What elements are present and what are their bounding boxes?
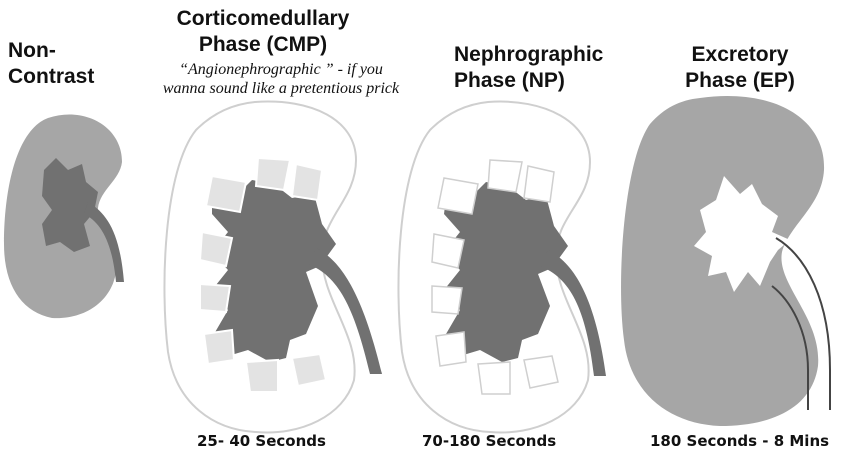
cmp-pyramid [290, 162, 324, 202]
title-line: Phase (EP) [685, 69, 795, 92]
angionephrographic-quip: “Angionephrographic ” - if you wanna sou… [126, 60, 436, 98]
np-pyramid [487, 159, 523, 193]
np-pyramid [523, 355, 559, 389]
ep-ureter-outline-right [775, 237, 831, 410]
title-line: Phase (CMP) [198, 33, 328, 56]
ep-ureter-outline-left [771, 285, 809, 410]
title-line: Non- [8, 39, 56, 62]
non-contrast-ureter [84, 202, 124, 282]
np-pyramid [431, 233, 465, 269]
np-pyramid [431, 285, 463, 315]
kidney-nephrographic [397, 100, 606, 434]
ep-renal-pelvis [694, 176, 790, 292]
title-line: Corticomedullary [176, 7, 350, 30]
cmp-renal-sinus [212, 180, 336, 362]
np-pyramid [477, 361, 511, 395]
kidney-corticomedullary [163, 100, 382, 434]
np-medullary-pyramids [431, 159, 559, 395]
cmp-pyramid [204, 174, 248, 214]
title-line: Excretory [691, 43, 789, 66]
cmp-ureter [308, 248, 382, 374]
time-corticomedullary: 25- 40 Seconds [197, 432, 326, 450]
phase-title-corticomedullary: Corticomedullary Phase (CMP) [148, 6, 378, 58]
phase-title-non-contrast: Non- Contrast [8, 38, 94, 90]
title-line: Phase (NP) [454, 69, 565, 92]
phase-title-excretory: Excretory Phase (EP) [660, 42, 820, 94]
cmp-pyramid [198, 230, 234, 268]
cmp-pyramid [254, 156, 292, 192]
quip-line: “Angionephrographic ” - if you [179, 61, 383, 78]
time-excretory: 180 Seconds - 8 Mins [650, 432, 830, 450]
cmp-pyramid [199, 282, 232, 314]
np-ureter [540, 250, 606, 376]
cmp-pyramid [244, 358, 279, 393]
quip-line: wanna sound like a pretentious prick [162, 80, 400, 97]
cmp-medullary-pyramids [198, 156, 328, 393]
cmp-kidney-outline [163, 100, 358, 434]
non-contrast-renal-sinus [42, 158, 98, 252]
kidney-non-contrast [4, 114, 124, 319]
cmp-pyramid [202, 328, 236, 366]
np-kidney-outline [397, 100, 592, 434]
cmp-pyramid [290, 352, 328, 388]
phase-title-nephrographic: Nephrographic Phase (NP) [454, 42, 603, 94]
time-nephrographic: 70-180 Seconds [422, 432, 557, 450]
title-line: Nephrographic [454, 43, 604, 66]
np-pyramid [523, 165, 555, 203]
kidney-excretory [621, 95, 831, 426]
title-line: Contrast [8, 65, 95, 88]
np-renal-sinus [444, 182, 568, 362]
np-pyramid [435, 331, 467, 367]
np-pyramid [437, 177, 479, 215]
